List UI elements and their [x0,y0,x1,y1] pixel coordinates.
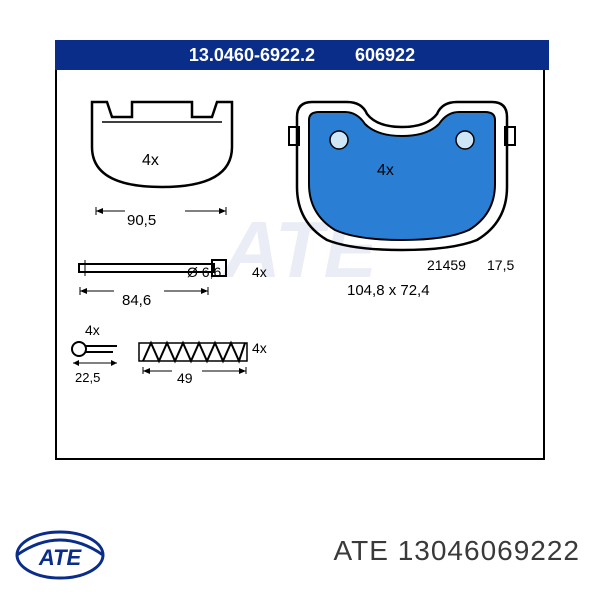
header-bar: 13.0460-6922.2 606922 [55,40,549,70]
cotter-pin [69,337,139,372]
pin-diameter: Ø 6,6 [187,264,221,280]
clip-dim-line [95,207,227,225]
brand-logo: ATE [15,530,105,580]
cotter-length: 22,5 [75,370,100,385]
brand-footer-text: ATE 13046069222 [334,535,580,567]
pad-thickness: 17,5 [487,257,514,273]
clip-qty: 4x [142,152,159,170]
spring-qty: 4x [252,340,267,356]
brand-name: ATE [334,535,389,566]
clip-width: 90,5 [127,212,156,229]
svg-text:ATE: ATE [38,545,83,570]
pin [77,252,267,292]
diagram-frame: 13.0460-6922.2 606922 ATE 4x 90,5 4x 214… [55,40,545,460]
spring-dim-line [142,367,247,382]
cotter-qty: 4x [85,322,100,338]
pad-dimensions: 104,8 x 72,4 [347,282,430,299]
part-number: 13.0460-6922.2 [189,45,315,66]
pad-qty: 4x [377,162,394,180]
anti-rattle-clip [77,92,247,212]
short-code: 606922 [355,45,415,66]
spring-length: 49 [177,370,193,386]
brake-pad [287,92,517,252]
pad-wva-code: 21459 [427,257,466,273]
catalog-number: 13046069222 [398,535,580,566]
pin-length: 84,6 [122,292,151,309]
spring [137,337,252,367]
pin-qty: 4x [252,264,267,280]
